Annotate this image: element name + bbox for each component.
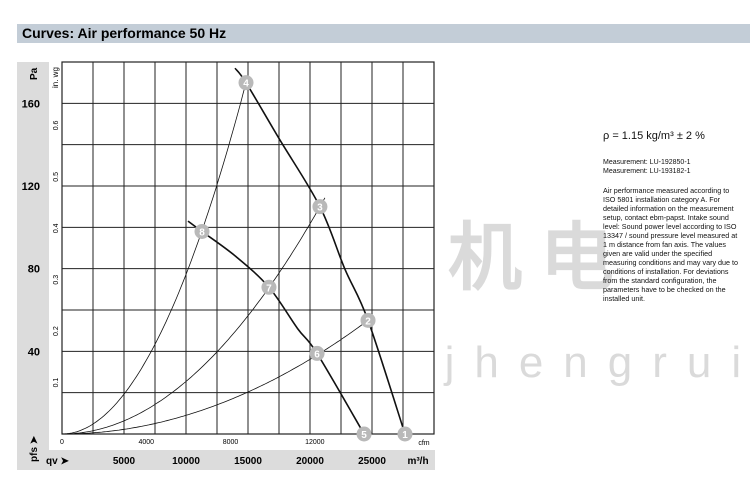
y2-tick-label: 0.1 [53,378,60,388]
x-unit-label: m³/h [407,456,428,467]
section-title: Curves: Air performance 50 Hz [22,25,227,41]
x-tick-label: 25000 [358,456,386,467]
operating-point-marker [360,312,376,328]
y2-tick-label: 0.4 [53,223,60,233]
x2-tick-label: 8000 [223,439,239,446]
operating-point-marker [356,426,372,442]
x-axis-label: qv ➤ [46,456,69,467]
x2-tick-label: 0 [60,439,64,446]
section-header: Curves: Air performance 50 Hz [17,24,750,43]
y2-tick-label: 0.5 [53,172,60,182]
y2-tick-label: 0.6 [53,120,60,130]
x-tick-label: 20000 [296,456,324,467]
operating-point-label: 3 [317,203,323,214]
operating-point-label: 7 [266,283,272,294]
operating-point-label: 6 [314,349,320,360]
operating-point-marker [238,75,254,91]
y-tick-label: 160 [22,98,40,110]
operating-point-label: 2 [365,316,371,327]
operating-point-label: 8 [199,227,205,238]
y2-tick-label: 0.3 [53,275,60,285]
y-tick-label: 40 [28,346,40,358]
y-unit-label: Pa [29,67,40,80]
y-tick-label: 80 [28,264,40,276]
density-label: ρ = 1.15 kg/m³ ± 2 % [603,130,705,142]
operating-point-label: 5 [361,430,367,441]
operating-point-marker [397,426,413,442]
operating-point-marker [261,279,277,295]
operating-point-label: 1 [402,430,408,441]
x-tick-label: 15000 [234,456,262,467]
measurement-2: Measurement: LU-193182-1 [603,168,691,175]
y-axis-label: pfs ➤ [29,435,40,462]
y2-unit-label: in. wg [51,67,60,88]
system-curve [62,197,326,435]
x-axis-band [17,450,435,470]
x-tick-label: 10000 [172,456,200,467]
measurement-note: Air performance measured according to IS… [603,186,739,303]
operating-point-marker [309,345,325,361]
x2-tick-label: 4000 [138,439,154,446]
operating-point-marker [312,199,328,215]
system-curve [61,74,249,435]
operating-point-marker [194,223,210,239]
operating-point-label: 4 [243,79,249,90]
y-axis-band [17,62,49,470]
x2-unit-label: cfm [418,440,429,447]
measurement-1: Measurement: LU-192850-1 [603,159,691,166]
x-tick-label: 5000 [113,456,136,467]
y-tick-label: 120 [22,181,40,193]
y2-tick-label: 0.2 [53,326,60,336]
x2-tick-label: 12000 [305,439,325,446]
